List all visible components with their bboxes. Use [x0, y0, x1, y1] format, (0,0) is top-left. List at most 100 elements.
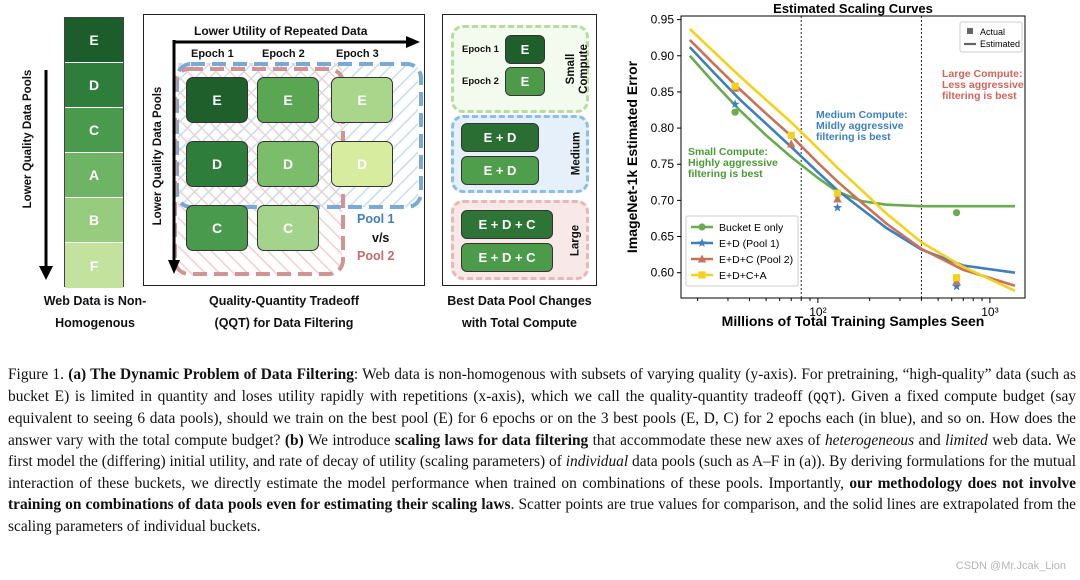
x-tick-label-0: 10²: [809, 305, 826, 319]
annotation-2-line-1: Less aggressive: [942, 79, 1024, 91]
panel-compute-caption: Best Data Pool Changes with Total Comput…: [432, 290, 607, 334]
legend-marker-1: [697, 238, 707, 247]
caption-text-8: . Scatter points are true values for com…: [8, 496, 1076, 535]
y-tick-label-5: 0.85: [651, 85, 675, 99]
x-axis-label: Millions of Total Training Samples Seen: [722, 313, 985, 329]
panel-a-caption: Web Data is Non- Homogenous: [20, 290, 170, 334]
y-tick-label-2: 0.70: [651, 193, 675, 207]
qqt-block-c-epoch2: C: [257, 205, 319, 251]
y-tick-label-4: 0.80: [651, 121, 675, 135]
epoch-label-2: Epoch 2: [262, 48, 305, 60]
pool2-label: Pool 2: [357, 249, 395, 263]
large-compute-label: Large: [569, 224, 582, 257]
annotation-2-line-0: Large Compute:: [942, 68, 1023, 80]
panel-compute-caption-line1: Best Data Pool Changes: [447, 294, 592, 308]
figure-caption: Figure 1. (a) The Dynamic Problem of Dat…: [8, 364, 1076, 537]
y-tick-label-7: 0.95: [651, 13, 675, 27]
medium-block-2: E + D: [461, 156, 539, 185]
panel-qqt-caption: Quality-Quantity Tradeoff (QQT) for Data…: [143, 290, 425, 334]
annotation-1-line-1: Mildly aggressive: [816, 120, 904, 132]
series-line-3: [688, 28, 1016, 292]
series-0-point-2: [952, 209, 961, 217]
panel-compute-caption-line2: with Total Compute: [461, 316, 578, 330]
small-epoch1-label: Epoch 1: [462, 44, 499, 55]
annotation-0-line-2: filtering is best: [688, 168, 763, 180]
caption-fig-number: Figure 1.: [8, 366, 64, 383]
series-3-point-2: [833, 189, 842, 197]
qqt-block-d-epoch1: D: [186, 141, 248, 187]
x-tick-label-1: 10³: [981, 305, 998, 319]
qqt-block-e-epoch3: E: [331, 77, 393, 123]
legend-label-1: E+D (Pool 1): [719, 238, 779, 250]
series-legend-box: [685, 215, 799, 287]
caption-text-2: ). Given a fixed compute budget (say equ…: [8, 387, 1077, 449]
watermark: CSDN @Mr.Jcak_Lion: [955, 560, 1066, 572]
series-2-point-1: [787, 139, 796, 148]
caption-text-5: and: [914, 431, 946, 449]
caption-text-4: that accommodate these new axes of: [588, 431, 825, 449]
caption-text-6: web data. We first model the (differing)…: [8, 431, 1077, 471]
qqt-x-axis-label: Lower Utility of Repeated Data: [194, 24, 368, 38]
caption-b-bold: scaling laws for data filtering: [394, 431, 589, 449]
caption-italic-2: limited: [945, 431, 988, 449]
y-tick-label-0: 0.60: [651, 266, 675, 280]
small-label-line2: Compute: [578, 44, 590, 94]
panel-a-caption-line1: Web Data is Non-: [43, 294, 147, 308]
legend-label-3: E+D+C+A: [719, 270, 767, 282]
caption-qqt: QQT: [813, 389, 837, 405]
y-axis-label: ImageNet-1k Estimated Error: [624, 60, 640, 253]
series-2-point-2: [833, 194, 842, 203]
qqt-block-e-epoch1: E: [186, 77, 248, 123]
legend-marker-0: [698, 223, 706, 231]
panel-qqt-caption-line1: Quality-Quantity Tradeoff: [208, 294, 359, 308]
caption-a-title: (a) The Dynamic Problem of Data Filterin…: [68, 366, 354, 383]
small-epoch2-label: Epoch 2: [462, 76, 499, 87]
marker-legend-actual: Actual: [980, 27, 1005, 37]
vs-label: v/s: [372, 231, 390, 245]
medium-compute-label: Medium: [570, 131, 583, 176]
legend-marker-3: [698, 271, 706, 279]
chart-title: Estimated Scaling Curves: [773, 1, 933, 16]
legend-label-0: Bucket E only: [719, 222, 784, 234]
caption-text-7: data pools (such as A–F in (a)). By deri…: [8, 453, 1076, 492]
large-block-2: E + D + C: [461, 243, 553, 272]
qqt-block-d-epoch2: D: [257, 141, 319, 187]
pool1-label: Pool 1: [357, 212, 395, 226]
caption-text-1: : Web data is non-homogenous with subset…: [8, 366, 1077, 405]
caption-b-label: (b): [284, 431, 304, 449]
small-block-epoch2: E: [505, 67, 545, 96]
y-tick-label-3: 0.75: [651, 157, 675, 171]
pools-axis-label: Lower Quality Data Pools: [22, 69, 34, 209]
qqt-y-axis-label: Lower Quality Data Pools: [152, 86, 164, 226]
series-1-point-1: [832, 202, 843, 212]
legend-label-2: E+D+C (Pool 2): [719, 254, 793, 266]
panel-qqt-caption-line2: (QQT) for Data Filtering: [214, 316, 354, 330]
y-tick-label-6: 0.90: [651, 49, 675, 63]
legend-marker-2: [697, 254, 707, 263]
medium-block-1: E + D: [461, 123, 539, 152]
series-0-point-0: [731, 108, 739, 116]
marker-legend-estimated: Estimated: [980, 39, 1020, 49]
series-3-point-0: [731, 82, 739, 90]
scaling-curves-chart: 0.60 0.65 0.70 0.75 0.80 0.85 0.90 0.95 10² 10³ Es…: [624, 1, 1026, 329]
data-pool-e: E: [65, 18, 123, 63]
annotation-0-line-1: Highly aggressive: [688, 157, 778, 169]
series-1-point-0: [730, 99, 740, 109]
qqt-block-c-epoch1: C: [186, 205, 248, 251]
compute-panel: Epoch 1 Epoch 2 E E Small Compute E + D …: [442, 14, 597, 286]
data-pool-b: B: [65, 198, 123, 243]
epoch-label-3: Epoch 3: [336, 48, 379, 60]
caption-text-3: We introduce: [303, 431, 395, 449]
small-block-epoch1: E: [505, 35, 545, 64]
data-pool-a: A: [65, 153, 123, 198]
annotation-0-line-0: Small Compute:: [688, 146, 768, 158]
data-pool-d: D: [65, 63, 123, 108]
qqt-panel: Lower Utility of Repeated Data Lower Qua…: [143, 14, 425, 286]
y-tick-label-1: 0.65: [651, 230, 675, 244]
series-3-point-1: [787, 131, 795, 139]
large-block-1: E + D + C: [461, 210, 553, 239]
epoch-label-1: Epoch 1: [191, 48, 234, 60]
annotation-2-line-2: filtering is best: [942, 90, 1017, 102]
caption-b-bold-2: our methodology does not involve trainin…: [8, 474, 1076, 514]
